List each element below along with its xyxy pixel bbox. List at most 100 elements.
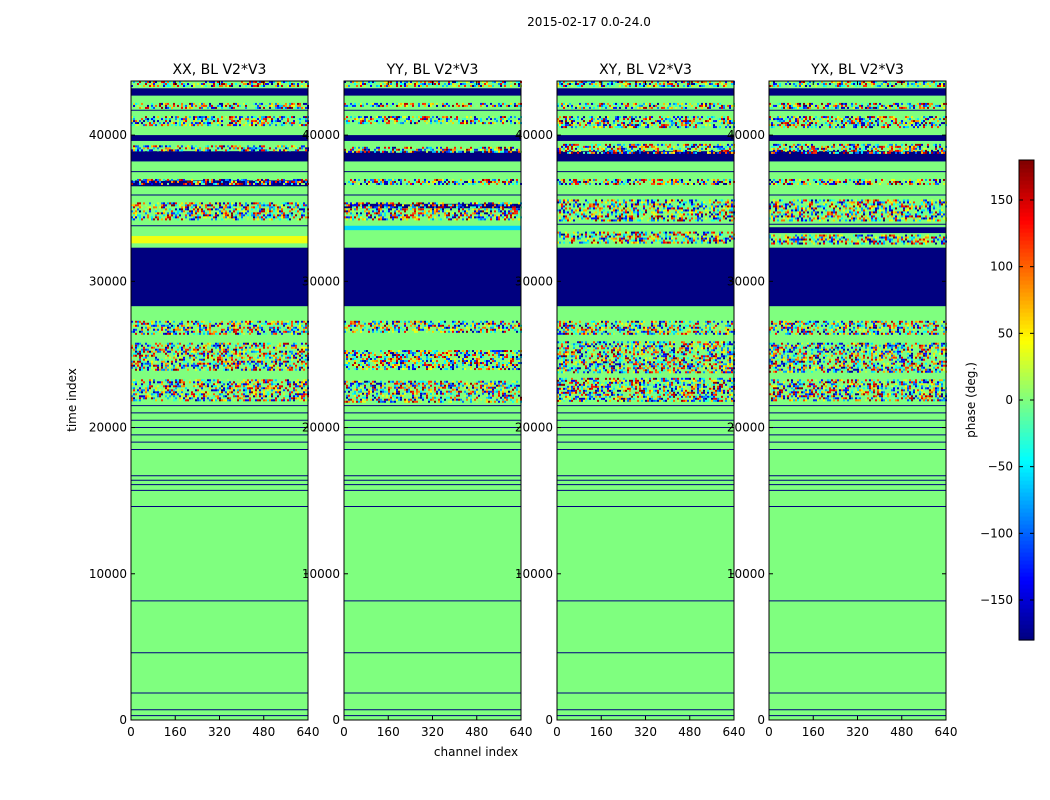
colorbar-segment	[1019, 544, 1034, 549]
colorbar-segment	[1019, 492, 1034, 497]
colorbar-tick-label: 100	[990, 260, 1013, 274]
colorbar-segment	[1019, 304, 1034, 309]
colorbar-segment	[1019, 212, 1034, 217]
colorbar-segment	[1019, 636, 1034, 641]
colorbar-segment	[1019, 400, 1034, 405]
colorbar-segment	[1019, 228, 1034, 233]
colorbar-segment	[1019, 300, 1034, 305]
colorbar-tick-label: 0	[1005, 393, 1013, 407]
phase-band	[131, 88, 308, 96]
colorbar-segment	[1019, 404, 1034, 409]
x-tick-label: 480	[252, 725, 275, 739]
colorbar-segment	[1019, 324, 1034, 329]
phase-band	[557, 247, 734, 307]
phase-band	[769, 135, 946, 141]
noise-region	[557, 320, 735, 335]
colorbar-segment	[1019, 524, 1034, 529]
panel-yx: YX, BL V2*V3 0 160 320 480 640 0 10000 20000 3000…	[727, 62, 958, 739]
noise-region	[557, 102, 735, 109]
y-tick-label: 10000	[302, 567, 340, 581]
colorbar-tick-label: −150	[980, 593, 1013, 607]
noise-region	[131, 178, 309, 185]
colorbar-segment	[1019, 484, 1034, 489]
x-tick-label: 480	[890, 725, 913, 739]
y-tick-label: 30000	[89, 274, 127, 288]
colorbar-segment	[1019, 436, 1034, 441]
colorbar-segment	[1019, 488, 1034, 493]
colorbar-segment	[1019, 564, 1034, 569]
y-tick-label: 20000	[727, 421, 765, 435]
colorbar-segment	[1019, 208, 1034, 213]
colorbar-segment	[1019, 452, 1034, 457]
colorbar-segment	[1019, 568, 1034, 573]
phase-band	[131, 151, 308, 162]
colorbar-segment	[1019, 440, 1034, 445]
noise-region	[344, 116, 522, 125]
colorbar-segment	[1019, 260, 1034, 265]
x-tick-label: 640	[510, 725, 533, 739]
panel-title: YY, BL V2*V3	[386, 62, 479, 78]
colorbar-segment	[1019, 380, 1034, 385]
colorbar-segment	[1019, 164, 1034, 169]
panel-title: XY, BL V2*V3	[599, 62, 692, 78]
y-tick-label: 0	[757, 713, 765, 727]
x-tick-label: 160	[164, 725, 187, 739]
noise-region	[557, 199, 735, 222]
noise-region	[344, 202, 522, 221]
phase-band	[344, 247, 521, 307]
y-tick-label: 20000	[515, 421, 553, 435]
colorbar-segment	[1019, 284, 1034, 289]
y-tick-label: 10000	[515, 567, 553, 581]
colorbar-segment	[1019, 196, 1034, 201]
colorbar-segment	[1019, 328, 1034, 333]
colorbar-segment	[1019, 496, 1034, 501]
noise-region	[769, 143, 947, 154]
noise-region	[344, 350, 522, 371]
colorbar-segment	[1019, 460, 1034, 465]
noise-region	[131, 102, 309, 109]
colorbar-segment	[1019, 480, 1034, 485]
noise-region	[769, 102, 947, 109]
x-tick-label: 480	[678, 725, 701, 739]
colorbar-segment	[1019, 316, 1034, 321]
y-tick-label: 10000	[727, 567, 765, 581]
x-tick-label: 160	[802, 725, 825, 739]
colorbar-segment	[1019, 416, 1034, 421]
colorbar-segment	[1019, 456, 1034, 461]
colorbar-segment	[1019, 292, 1034, 297]
colorbar-segment	[1019, 160, 1034, 165]
colorbar-tick-label: −50	[988, 460, 1013, 474]
phase-band	[557, 135, 734, 141]
y-tick-label: 40000	[727, 128, 765, 142]
noise-region	[344, 81, 522, 87]
colorbar-segment	[1019, 540, 1034, 545]
x-tick-label: 320	[208, 725, 231, 739]
colorbar-segment	[1019, 572, 1034, 577]
colorbar-segment	[1019, 168, 1034, 173]
colorbar-segment	[1019, 596, 1034, 601]
y-tick-label: 20000	[302, 421, 340, 435]
y-tick-label: 30000	[727, 274, 765, 288]
colorbar-segment	[1019, 548, 1034, 553]
colorbar-segment	[1019, 532, 1034, 537]
panel-title: XX, BL V2*V3	[173, 62, 267, 78]
colorbar-segment	[1019, 464, 1034, 469]
colorbar-segment	[1019, 428, 1034, 433]
colorbar-segment	[1019, 344, 1034, 349]
colorbar-segment	[1019, 520, 1034, 525]
colorbar-segment	[1019, 288, 1034, 293]
colorbar-segment	[1019, 204, 1034, 209]
colorbar-segment	[1019, 188, 1034, 193]
y-tick-label: 20000	[89, 421, 127, 435]
panel-xx: XX, BL V2*V3 0 160 320 480 640 0 10000 20000 3000…	[89, 62, 320, 739]
colorbar-segment	[1019, 340, 1034, 345]
colorbar-segment	[1019, 512, 1034, 517]
colorbar-segment	[1019, 272, 1034, 277]
phase-band	[344, 225, 521, 231]
colorbar-segment	[1019, 472, 1034, 477]
colorbar-segment	[1019, 468, 1034, 473]
x-tick-label: 640	[723, 725, 746, 739]
colorbar-tick-label: 50	[998, 326, 1013, 340]
colorbar-segment	[1019, 556, 1034, 561]
colorbar-segment	[1019, 384, 1034, 389]
